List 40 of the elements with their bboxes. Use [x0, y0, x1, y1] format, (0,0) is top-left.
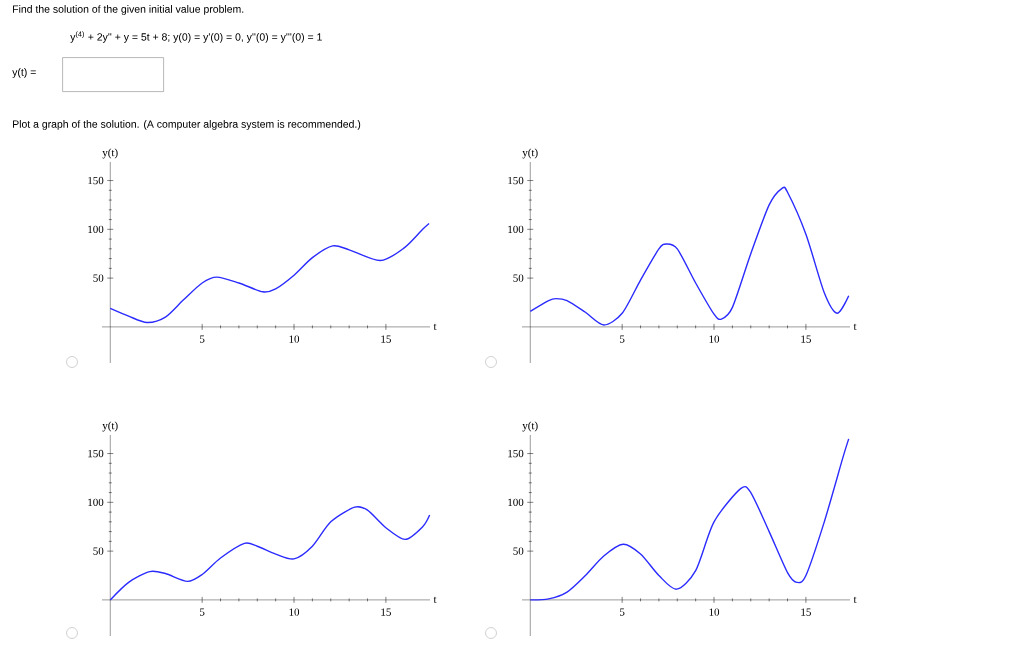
x-axis-title: t: [853, 596, 857, 603]
x-tick-label: 15: [381, 335, 391, 343]
x-tick-label: 5: [620, 335, 625, 343]
y-tick-label: 100: [508, 498, 524, 507]
x-axis-title: t: [433, 596, 437, 603]
x-axis-title: t: [433, 323, 437, 330]
y-tick-label: 150: [88, 449, 104, 458]
y-tick-label: 50: [93, 274, 104, 282]
y-tick-label: 50: [93, 547, 104, 555]
y-tick-label: 100: [508, 225, 524, 234]
y-tick-label: 50: [513, 547, 524, 555]
y-axis-title: y(t): [102, 148, 118, 159]
y-tick-label: 50: [513, 274, 524, 282]
y-tick-label: 150: [508, 449, 524, 458]
x-tick-label: 10: [709, 335, 720, 343]
x-tick-label: 15: [801, 335, 811, 343]
chart-title: Find the solution of the given initial value problem.: [13, 5, 244, 15]
line-series: [529, 438, 850, 601]
line-series: [109, 505, 431, 601]
x-tick-label: 5: [200, 608, 205, 616]
text: y$^{(4)}$ + 2y'' + y = 5t + 8; y(0) = y'(0) = 0, y''(0) = y'''(0) = 1: [70, 31, 322, 43]
x-tick-label: 5: [620, 608, 625, 616]
x-tick-label: 10: [709, 608, 720, 616]
y-axis-title: y(t): [102, 421, 118, 432]
y-axis-title: y(t): [522, 421, 538, 432]
x-tick-label: 15: [801, 608, 811, 616]
line-series: [529, 187, 850, 326]
text: Plot a graph of the solution. (A computer algebra system is recommended.): [13, 120, 361, 130]
y-tick-label: 150: [508, 176, 524, 185]
text: y(t) =: [12, 68, 36, 78]
x-tick-label: 10: [289, 335, 300, 343]
x-tick-label: 15: [381, 608, 391, 616]
y-axis-title: y(t): [522, 148, 538, 159]
line-series: [109, 222, 430, 324]
y-tick-label: 150: [88, 176, 104, 185]
x-axis-title: t: [853, 323, 857, 330]
y-tick-label: 100: [88, 498, 104, 507]
y-tick-label: 100: [88, 225, 104, 234]
x-tick-label: 10: [289, 608, 300, 616]
x-tick-label: 5: [200, 335, 205, 343]
